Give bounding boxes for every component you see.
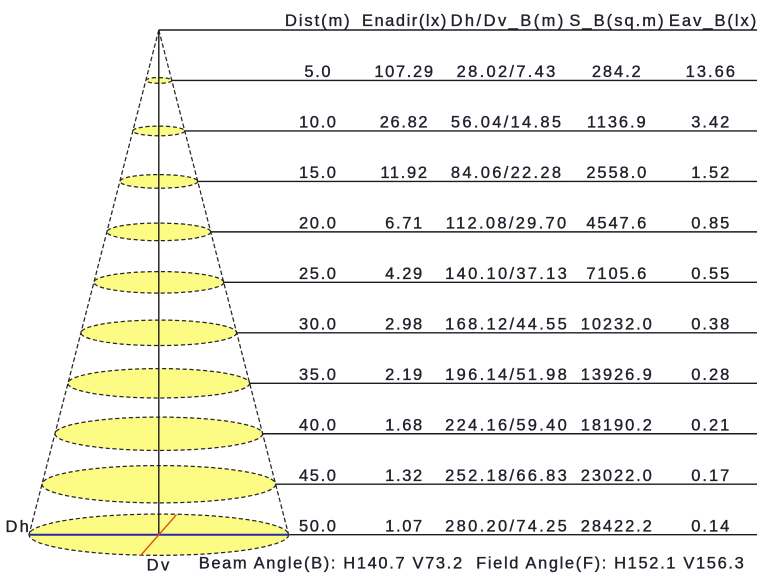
svg-text:0.55: 0.55 [691,265,731,283]
svg-text:0.38: 0.38 [691,315,731,333]
svg-text:Dh/Dv_B(m): Dh/Dv_B(m) [451,12,566,30]
svg-text:1.68: 1.68 [385,416,424,434]
svg-text:40.0: 40.0 [299,416,338,434]
svg-text:252.18/66.83: 252.18/66.83 [445,467,569,485]
svg-text:4.29: 4.29 [385,265,424,283]
svg-text:Dv: Dv [147,557,172,575]
svg-text:84.06/22.28: 84.06/22.28 [451,164,563,182]
svg-text:25.0: 25.0 [299,265,338,283]
svg-text:13.66: 13.66 [686,63,737,81]
svg-text:11.92: 11.92 [380,164,428,182]
svg-text:0.85: 0.85 [691,215,731,233]
svg-text:13926.9: 13926.9 [581,366,654,384]
svg-text:280.20/74.25: 280.20/74.25 [445,517,569,535]
svg-text:5.0: 5.0 [304,63,332,81]
svg-text:6.71: 6.71 [385,215,424,233]
svg-text:56.04/14.85: 56.04/14.85 [451,114,563,132]
svg-text:Dh: Dh [6,518,32,536]
svg-text:Beam Angle(B): H140.7 V73.2 F: Beam Angle(B): H140.7 V73.2 Field Angle(… [199,555,746,573]
svg-text:30.0: 30.0 [299,315,338,333]
svg-text:28.02/7.43: 28.02/7.43 [457,63,558,81]
svg-text:4547.6: 4547.6 [586,215,648,233]
svg-text:168.12/44.55: 168.12/44.55 [445,315,569,333]
svg-text:20.0: 20.0 [299,215,338,233]
svg-text:0.21: 0.21 [691,416,731,434]
svg-text:7105.6: 7105.6 [586,265,648,283]
svg-text:224.16/59.40: 224.16/59.40 [445,416,569,434]
svg-text:284.2: 284.2 [592,63,643,81]
svg-text:0.14: 0.14 [691,517,731,535]
svg-text:2558.0: 2558.0 [586,164,648,182]
svg-text:15.0: 15.0 [299,164,338,182]
svg-text:35.0: 35.0 [299,366,338,384]
svg-text:1.32: 1.32 [385,467,424,485]
svg-text:0.17: 0.17 [691,467,731,485]
svg-text:10232.0: 10232.0 [581,315,654,333]
svg-text:S_B(sq.m): S_B(sq.m) [569,12,665,30]
svg-text:1136.9: 1136.9 [587,114,648,132]
svg-text:Enadir(lx): Enadir(lx) [362,12,448,30]
svg-text:28422.2: 28422.2 [581,517,654,535]
svg-text:18190.2: 18190.2 [581,416,654,434]
svg-text:107.29: 107.29 [374,63,434,81]
svg-text:50.0: 50.0 [299,517,338,535]
svg-text:10.0: 10.0 [299,114,338,132]
svg-text:1.52: 1.52 [691,164,731,182]
svg-text:26.82: 26.82 [380,114,430,132]
svg-text:1.07: 1.07 [385,517,424,535]
svg-text:3.42: 3.42 [691,114,731,132]
svg-text:140.10/37.13: 140.10/37.13 [445,265,569,283]
svg-text:23022.0: 23022.0 [581,467,654,485]
svg-text:0.28: 0.28 [691,366,731,384]
svg-text:112.08/29.70: 112.08/29.70 [446,215,569,233]
svg-text:196.14/51.98: 196.14/51.98 [445,366,569,384]
svg-text:45.0: 45.0 [299,467,338,485]
svg-text:Dist(m): Dist(m) [285,12,352,30]
svg-text:2.19: 2.19 [385,366,424,384]
svg-text:2.98: 2.98 [385,315,424,333]
svg-text:Eav_B(lx): Eav_B(lx) [669,12,758,30]
